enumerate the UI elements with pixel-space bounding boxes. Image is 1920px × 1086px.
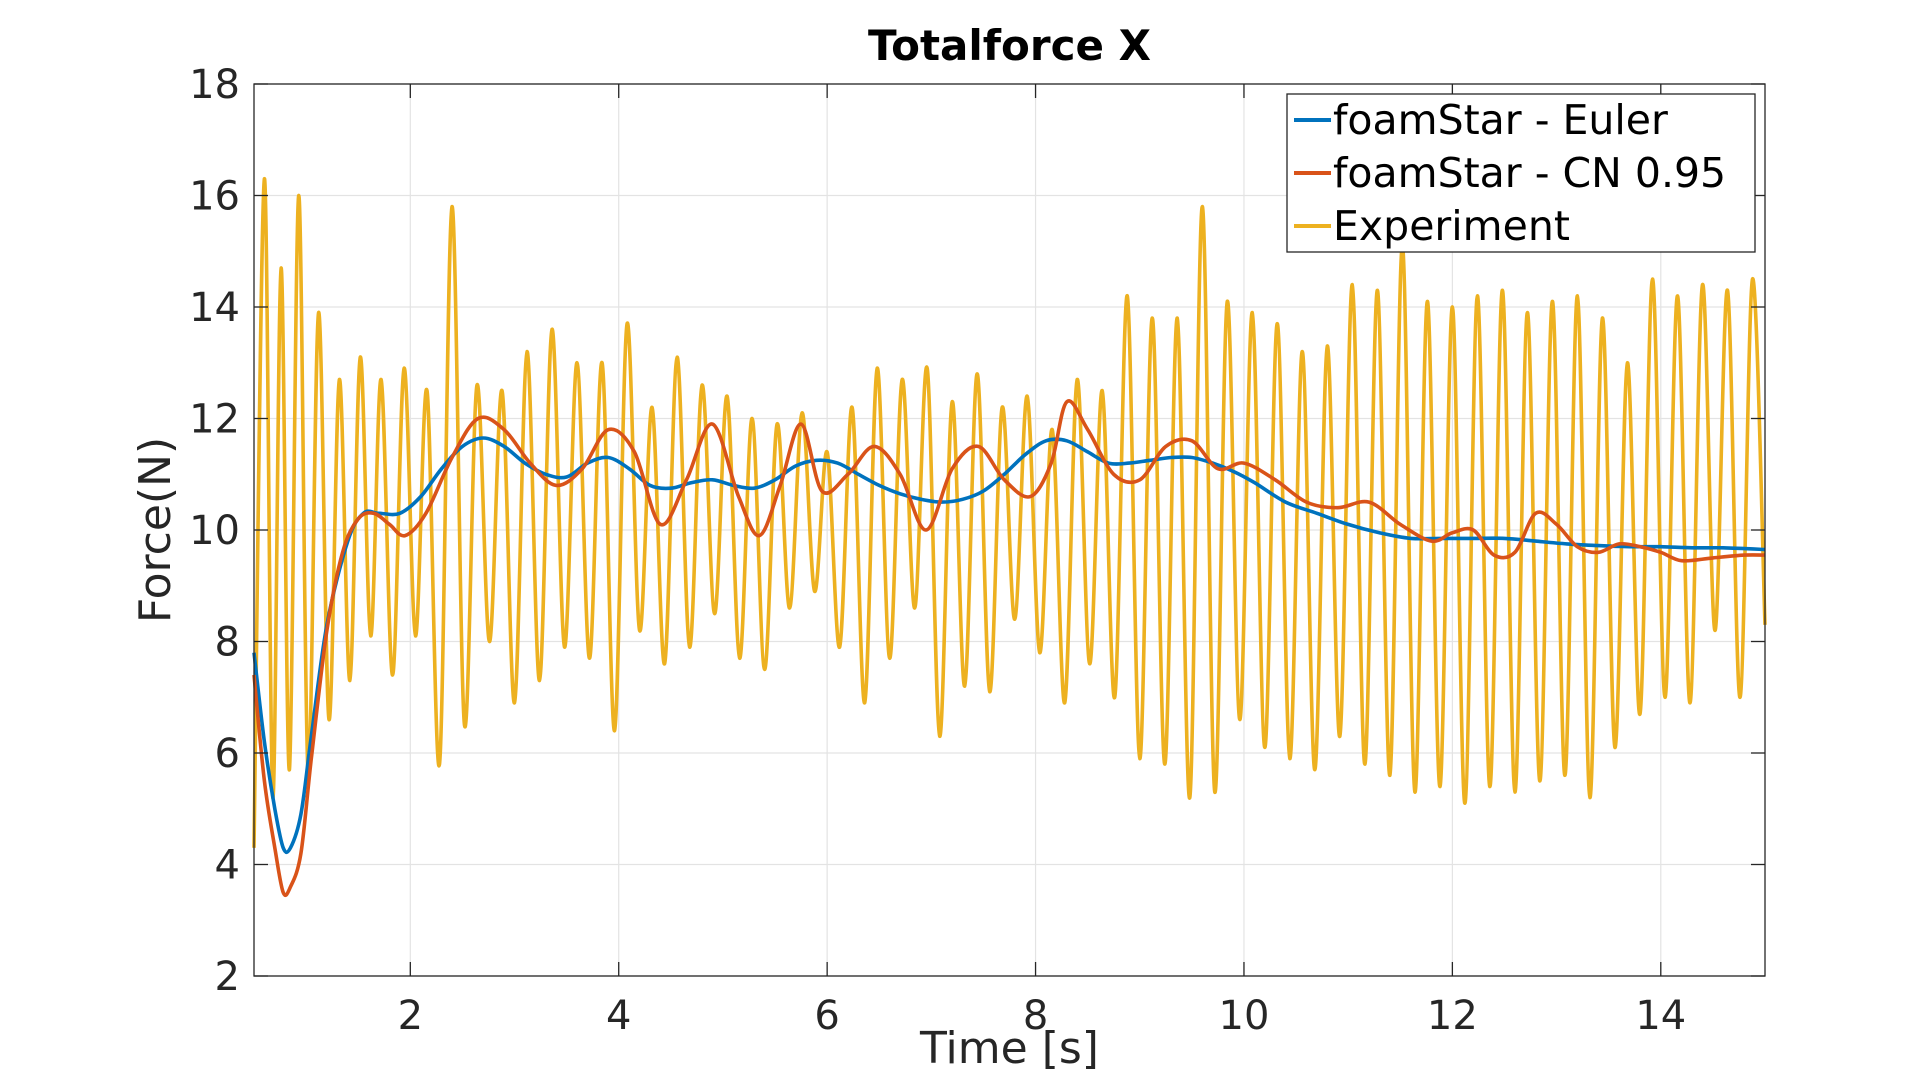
series-lines xyxy=(252,176,1767,897)
x-tick-label: 12 xyxy=(1427,993,1478,1039)
y-axis-label: Force(N) xyxy=(130,437,181,623)
legend-label-cn: foamStar - CN 0.95 xyxy=(1333,149,1726,197)
y-tick-label: 6 xyxy=(215,731,240,777)
legend-box xyxy=(1286,93,1756,253)
x-tick-label: 14 xyxy=(1635,993,1686,1039)
y-tick-label: 14 xyxy=(189,285,240,331)
x-axis-label: Time [s] xyxy=(919,1023,1099,1074)
x-tick-label: 6 xyxy=(814,993,839,1039)
x-tick-label: 10 xyxy=(1219,993,1270,1039)
series-line-experiment xyxy=(252,176,1767,848)
series-line-cn xyxy=(252,399,1766,897)
y-tick-label: 12 xyxy=(189,397,240,443)
legend-label-experiment: Experiment xyxy=(1333,202,1570,250)
axis-ticks: 2 4 6 8 10 12 14 2 4 6 8 10 12 14 16 18 xyxy=(189,62,1765,1039)
x-tick-label: 4 xyxy=(606,993,631,1039)
series-line-euler xyxy=(252,436,1766,855)
x-tick-label: 2 xyxy=(398,993,423,1039)
y-tick-label: 2 xyxy=(215,954,240,1000)
legend-label-euler: foamStar - Euler xyxy=(1333,96,1668,144)
y-tick-label: 4 xyxy=(215,843,240,889)
chart-title: Totalforce X xyxy=(868,21,1151,70)
y-tick-label: 8 xyxy=(215,620,240,666)
legend: foamStar - Euler foamStar - CN 0.95 Expe… xyxy=(1286,93,1756,253)
x-tick-label: 8 xyxy=(1023,993,1048,1039)
y-tick-label: 10 xyxy=(189,508,240,554)
y-tick-label: 16 xyxy=(189,174,240,220)
y-tick-label: 18 xyxy=(189,62,240,108)
